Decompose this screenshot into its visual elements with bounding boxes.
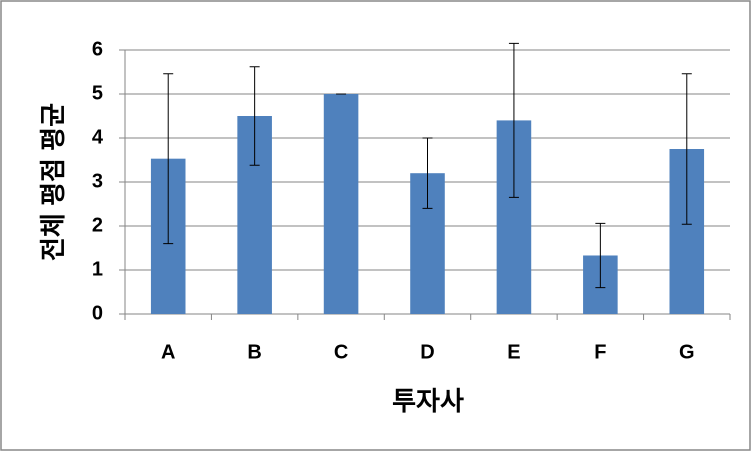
error-bar	[681, 73, 692, 225]
bar	[323, 94, 359, 314]
y-tick-label: 3	[92, 170, 103, 192]
error-bar	[508, 42, 519, 198]
x-tick-label: D	[420, 341, 434, 363]
error-bar	[595, 222, 606, 289]
y-tick-label: 1	[92, 258, 103, 280]
y-tick-label: 2	[92, 214, 103, 236]
x-tick-label: B	[247, 341, 261, 363]
error-bar	[422, 137, 433, 209]
x-tick-label: A	[161, 341, 175, 363]
x-tick-label: G	[679, 341, 695, 363]
y-tick-label: 5	[92, 82, 103, 104]
y-tick-label: 4	[92, 126, 104, 148]
x-tick-label: F	[594, 341, 606, 363]
error-bar	[163, 73, 174, 245]
error-bar	[249, 66, 260, 166]
y-axis-title: 전체 평점 평균	[38, 103, 68, 261]
y-tick-label: 0	[92, 302, 103, 324]
x-tick-label: E	[507, 341, 520, 363]
x-axis-title: 투자사	[392, 386, 464, 416]
x-tick-label: C	[334, 341, 348, 363]
y-tick-label: 6	[92, 38, 103, 60]
